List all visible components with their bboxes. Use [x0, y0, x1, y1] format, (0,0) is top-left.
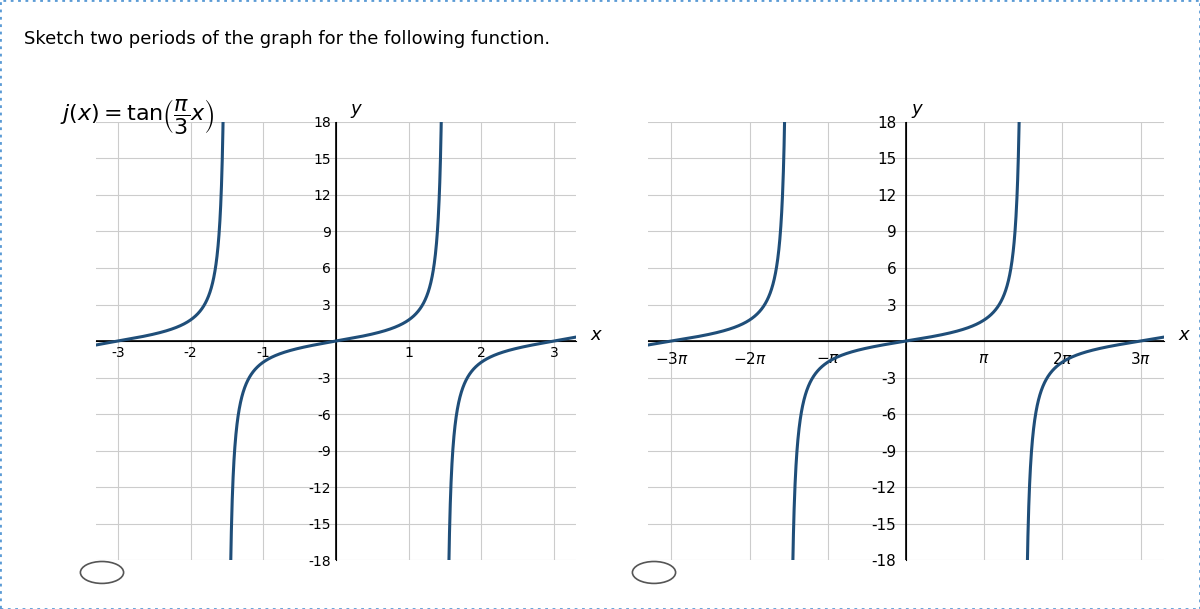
- Text: $j(x) = \tan\!\left(\dfrac{\pi}{3}x\right)$: $j(x) = \tan\!\left(\dfrac{\pi}{3}x\righ…: [60, 97, 215, 136]
- Text: y: y: [350, 100, 361, 118]
- Text: x: x: [590, 326, 601, 344]
- Text: Sketch two periods of the graph for the following function.: Sketch two periods of the graph for the …: [24, 30, 550, 49]
- Text: y: y: [911, 100, 922, 118]
- Text: x: x: [1178, 326, 1189, 344]
